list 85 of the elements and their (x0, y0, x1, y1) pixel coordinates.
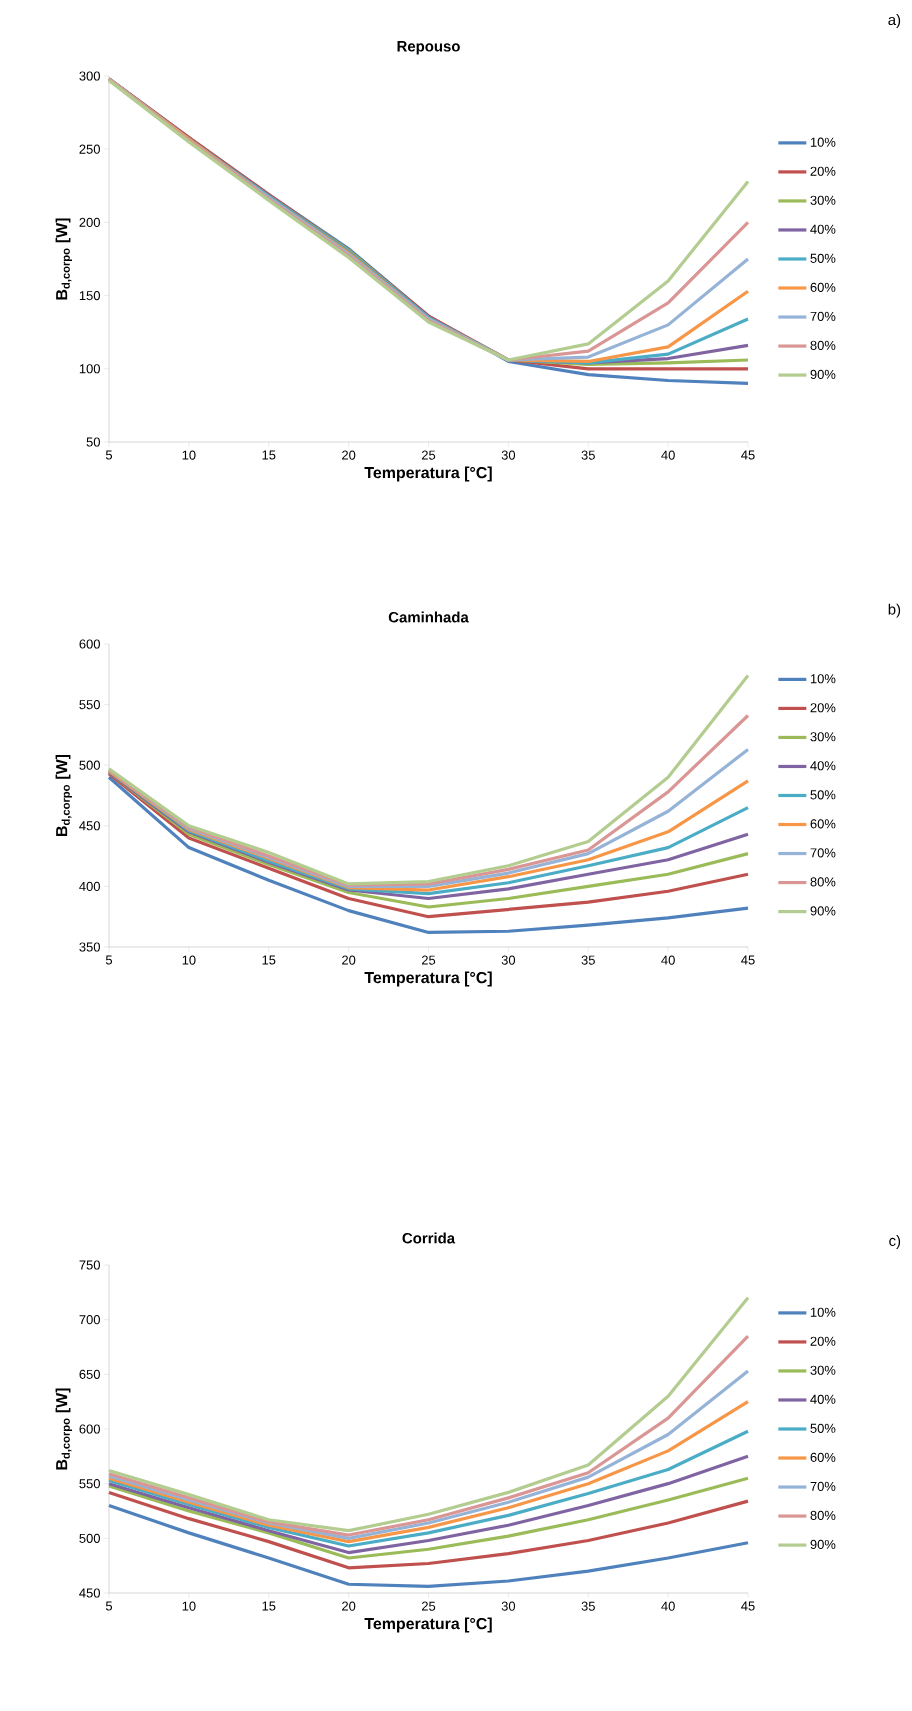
x-tick-label: 25 (421, 955, 436, 965)
legend-label: 50% (810, 253, 836, 263)
legend-label: 20% (810, 166, 836, 176)
legend-label: 40% (810, 1394, 836, 1404)
y-tick-label: 400 (79, 881, 100, 891)
y-tick-label: 450 (79, 1588, 100, 1598)
y-tick-label: 250 (79, 144, 100, 154)
y-tick-label: 450 (79, 821, 100, 831)
x-tick-label: 5 (105, 450, 113, 460)
legend-label: 10% (810, 674, 836, 684)
x-tick-label: 45 (741, 955, 755, 965)
legend-label: 40% (810, 761, 836, 771)
y-tick-label: 650 (79, 1369, 100, 1379)
x-tick-label: 30 (501, 450, 516, 460)
chart-title: Repouso (397, 41, 460, 55)
y-axis-title: B$_{d,corpo}$ [W] (55, 1388, 73, 1470)
legend-label: 20% (810, 703, 836, 713)
x-tick-label: 40 (661, 1601, 675, 1611)
x-tick-label: 30 (501, 955, 516, 965)
y-tick-label: 150 (79, 290, 100, 301)
text: c) (889, 1235, 901, 1249)
legend-label: 60% (810, 819, 836, 829)
x-tick-label: 45 (741, 450, 755, 460)
y-tick-label: 550 (79, 700, 100, 710)
y-tick-label: 500 (79, 1533, 100, 1543)
y-tick-label: 600 (79, 639, 100, 649)
x-tick-label: 10 (182, 1601, 196, 1611)
x-tick-label: 45 (741, 1601, 755, 1611)
text: b) (888, 603, 901, 618)
legend-label: 30% (810, 1365, 836, 1375)
x-axis-title: Temperatura [°C] (364, 1617, 492, 1633)
legend-label: 90% (810, 369, 836, 379)
y-tick-label: 700 (79, 1315, 100, 1325)
text: a) (888, 14, 901, 29)
x-axis-title: Temperatura [°C] (364, 466, 492, 482)
x-tick-label: 35 (581, 955, 595, 965)
y-tick-label: 550 (79, 1479, 100, 1489)
x-tick-label: 10 (182, 955, 196, 965)
legend-label: 80% (810, 877, 836, 887)
legend-label: 50% (810, 1423, 836, 1433)
legend-label: 70% (810, 1481, 836, 1491)
y-tick-label: 300 (79, 71, 100, 81)
x-tick-label: 40 (661, 955, 675, 965)
legend-label: 90% (810, 906, 836, 916)
legend-label: 10% (810, 137, 836, 147)
x-tick-label: 15 (262, 450, 276, 460)
legend-label: 80% (810, 340, 836, 350)
x-tick-label: 25 (421, 1601, 436, 1611)
legend-label: 50% (810, 790, 836, 800)
x-tick-label: 20 (342, 450, 356, 460)
y-tick-label: 350 (79, 942, 100, 952)
legend-label: 60% (810, 1452, 836, 1462)
legend-label: 30% (810, 732, 836, 742)
y-tick-label: 200 (79, 217, 100, 227)
chart-title: Caminhada (388, 611, 469, 623)
y-tick-label: 500 (79, 760, 100, 770)
legend-label: 90% (810, 1539, 836, 1549)
x-tick-label: 20 (342, 1601, 356, 1611)
x-tick-label: 35 (581, 450, 595, 460)
y-tick-label: 750 (79, 1260, 100, 1270)
legend-label: 20% (810, 1336, 836, 1346)
x-tick-label: 20 (342, 955, 356, 965)
y-tick-label: 50 (86, 437, 100, 447)
legend-label: 10% (810, 1307, 836, 1317)
x-tick-label: 15 (262, 955, 276, 965)
x-tick-label: 40 (661, 450, 675, 460)
x-tick-label: 25 (421, 450, 436, 460)
x-tick-label: 5 (105, 1601, 113, 1611)
x-tick-label: 10 (182, 450, 196, 460)
x-axis-title: Temperatura [°C] (364, 971, 492, 987)
chart-title: Corrida (402, 1232, 456, 1244)
x-tick-label: 15 (262, 1601, 276, 1611)
x-tick-label: 30 (501, 1601, 516, 1611)
legend-label: 60% (810, 282, 836, 292)
x-tick-label: 5 (105, 955, 113, 965)
legend-label: 80% (810, 1510, 836, 1520)
y-tick-label: 100 (79, 364, 100, 374)
y-tick-label: 600 (79, 1424, 100, 1434)
y-axis-title: B$_{d,corpo}$ [W] (55, 218, 73, 300)
legend-label: 30% (810, 195, 836, 205)
x-tick-label: 35 (581, 1601, 595, 1611)
y-axis-title: B$_{d,corpo}$ [W] (55, 754, 73, 836)
legend-label: 70% (810, 311, 836, 321)
legend-label: 70% (810, 848, 836, 858)
legend-label: 40% (810, 224, 836, 234)
